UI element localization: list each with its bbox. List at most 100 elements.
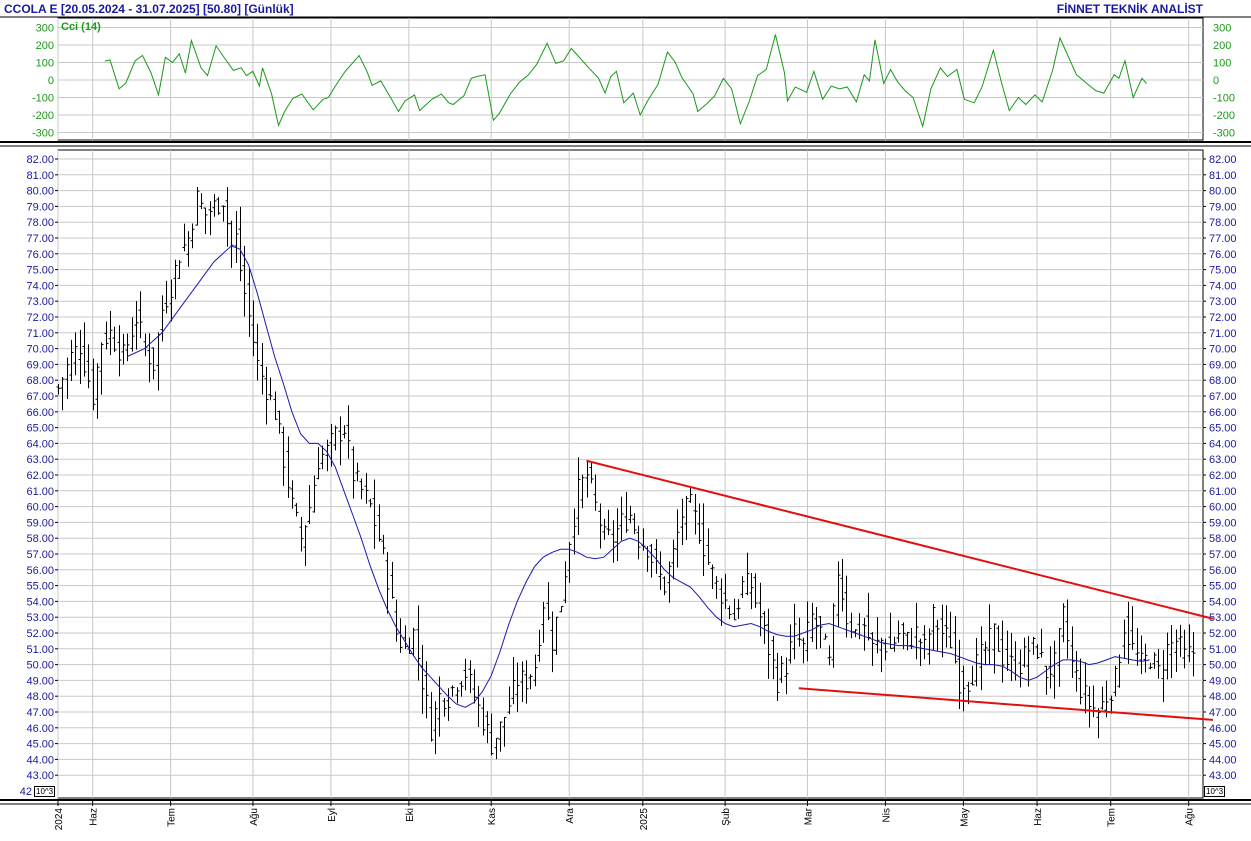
ohlc-bar	[134, 301, 139, 350]
ohlc-bar	[606, 509, 611, 536]
price-tick-label-left: 76.00	[26, 249, 54, 261]
ohlc-bar	[844, 575, 849, 638]
x-tick-label: 2024	[54, 808, 65, 831]
price-tick-label-right: 43.00	[1209, 770, 1237, 782]
price-tick-label-right: 67.00	[1209, 391, 1237, 403]
ohlc-bar	[1182, 629, 1187, 669]
ohlc-bar	[788, 624, 793, 664]
ohlc-bar	[810, 602, 815, 643]
ohlc-bar	[766, 608, 771, 679]
ohlc-bar	[208, 201, 213, 236]
ohlc-bar	[442, 697, 447, 717]
trendlines	[586, 459, 1214, 721]
price-tick-label-right: 76.00	[1209, 249, 1237, 261]
price-tick-label-right: 73.00	[1209, 296, 1237, 308]
ohlc-bar	[1174, 629, 1179, 672]
ohlc-bar	[948, 611, 953, 649]
ohlc-bar	[1113, 665, 1118, 697]
ohlc-bar	[338, 416, 343, 466]
price-tick-label-left: 52.00	[26, 628, 54, 640]
price-tick-label-right: 54.00	[1209, 596, 1237, 608]
ohlc-bar	[472, 669, 477, 704]
indicator-series	[104, 34, 1147, 129]
ohlc-bar	[398, 618, 403, 653]
price-tick-label-right: 71.00	[1209, 328, 1237, 340]
ohlc-bar	[60, 377, 65, 411]
ohlc-bar	[247, 267, 252, 337]
price-tick-label-left: 44.00	[26, 754, 54, 766]
ohlc-bar	[411, 627, 416, 657]
ohlc-bar	[983, 641, 988, 666]
indicator-panel-border	[57, 17, 1204, 141]
ohlc-bar	[1057, 628, 1062, 687]
price-tick-label-right: 72.00	[1209, 312, 1237, 324]
ohlc-bar	[598, 503, 603, 549]
price-tick-label-left: 59.00	[26, 517, 54, 529]
ohlc-bar	[95, 363, 100, 419]
ohlc-bar	[156, 332, 161, 391]
price-tick-label-right: 74.00	[1209, 280, 1237, 292]
price-tick-label-right: 75.00	[1209, 265, 1237, 277]
price-tick-label-right: 48.00	[1209, 691, 1237, 703]
price-tick-label-right: 64.00	[1209, 438, 1237, 450]
ohlc-bar	[883, 638, 888, 661]
price-tick-label-left: 60.00	[26, 502, 54, 514]
price-tick-label-right: 70.00	[1209, 344, 1237, 356]
ohlc-bar	[164, 280, 169, 314]
ohlc-bar	[905, 631, 910, 651]
ohlc-bar	[117, 325, 122, 377]
ohlc-bar	[1026, 636, 1031, 687]
ohlc-bar	[537, 629, 542, 662]
ohlc-bar	[585, 460, 590, 498]
ohlc-bar	[546, 582, 551, 621]
ohlc-bar	[1109, 695, 1114, 714]
support-trendline	[798, 687, 1214, 721]
ohlc-bar	[151, 347, 156, 380]
ohlc-bar	[662, 576, 667, 596]
ohlc-bar	[346, 405, 351, 459]
ohlc-bar	[1031, 636, 1036, 655]
ohlc-bar	[104, 321, 109, 350]
ohlc-bar	[481, 697, 486, 736]
price-tick-label-left: 82.00	[26, 154, 54, 166]
price-tick-label-left: 50.00	[26, 660, 54, 672]
indicator-tick-label-right: -200	[1213, 110, 1235, 122]
ohlc-bar	[753, 573, 758, 608]
x-tick-label: Tem	[167, 808, 178, 827]
ohlc-bar	[818, 616, 823, 649]
ohlc-bar	[918, 638, 923, 666]
ohlc-bar	[775, 652, 780, 702]
price-tick-label-left: 69.00	[26, 359, 54, 371]
ohlc-bar	[169, 279, 174, 322]
ohlc-bar	[1052, 640, 1057, 699]
ohlc-bar	[619, 496, 624, 541]
x-tick-label: May	[959, 808, 970, 827]
x-tick-label: Tem	[1107, 808, 1118, 827]
price-tick-label-left: 70.00	[26, 344, 54, 356]
ohlc-bar	[433, 701, 438, 755]
ohlc-bar	[498, 721, 503, 752]
price-tick-label-right: 46.00	[1209, 723, 1237, 735]
ohlc-bar	[740, 576, 745, 598]
ohlc-bar	[667, 561, 672, 603]
ohlc-bar	[957, 639, 962, 709]
ohlc-bar	[888, 612, 893, 649]
ohlc-bar	[719, 578, 724, 626]
ohlc-bar	[693, 494, 698, 535]
ohlc-bar	[654, 539, 659, 574]
price-tick-label-left: 46.00	[26, 723, 54, 735]
price-tick-label-right: 51.00	[1209, 644, 1237, 656]
price-tick-label-right: 82.00	[1209, 154, 1237, 166]
price-tick-label-left: 62.00	[26, 470, 54, 482]
price-tick-label-right: 56.00	[1209, 565, 1237, 577]
ohlc-bar	[628, 505, 633, 524]
indicator-y-axis: 300 300 200 200 100 100 0 0 -100 -100 -200 -200 -300…	[32, 23, 1235, 140]
ohlc-bar	[658, 551, 663, 590]
ohlc-bar	[108, 311, 113, 356]
ohlc-bar	[615, 508, 620, 562]
ohlc-bar	[550, 611, 555, 673]
price-tick-label-left: 71.00	[26, 328, 54, 340]
price-tick-label-right: 68.00	[1209, 375, 1237, 387]
ohlc-bar	[511, 656, 516, 705]
ohlc-bar	[1078, 658, 1083, 705]
